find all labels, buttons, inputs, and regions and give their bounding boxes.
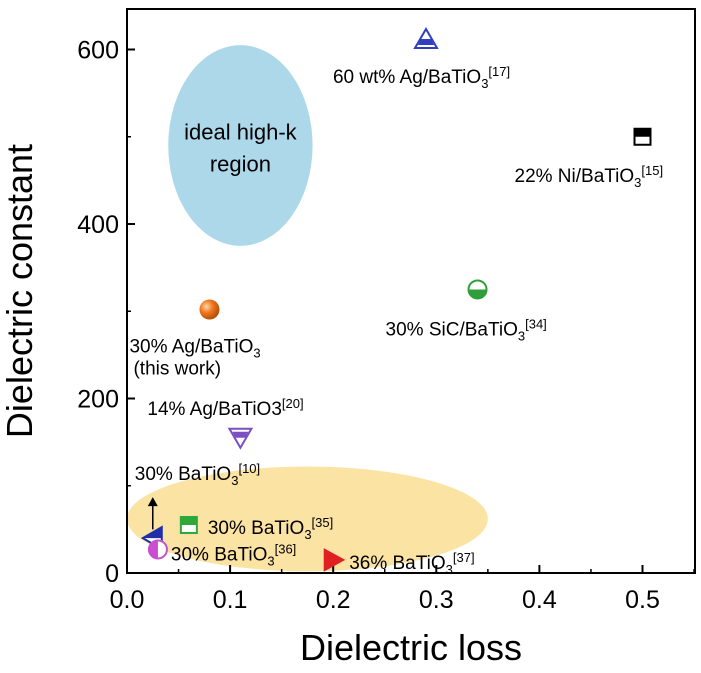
- data-point: [413, 27, 439, 50]
- data-point: [199, 299, 220, 320]
- point-label-text: 22% Ni/BaTiO: [515, 166, 635, 187]
- x-axis-title: Dielectric loss: [300, 627, 522, 668]
- point-label-text: 30% SiC/BaTiO: [386, 319, 518, 340]
- reference-superscript: [35]: [312, 515, 334, 530]
- arrow-head: [147, 497, 158, 507]
- point-label-text: 30% BaTiO: [208, 518, 304, 539]
- circle-fill: [468, 289, 487, 299]
- point-label: 30% Ag/BaTiO3: [129, 337, 260, 361]
- point-label: 60 wt% Ag/BaTiO3[17]: [333, 64, 510, 91]
- point-label: 30% SiC/BaTiO3[34]: [386, 316, 547, 343]
- point-label: 30% BaTiO3[36]: [171, 541, 296, 568]
- point-labels-layer: 60 wt% Ag/BaTiO3[17]22% Ni/BaTiO3[15]30%…: [129, 64, 663, 577]
- subscript-3: 3: [518, 328, 525, 343]
- x-tick-label: 0.2: [316, 586, 351, 614]
- x-tick-label: 0.3: [419, 586, 454, 614]
- point-label: 30% BaTiO3[35]: [208, 515, 333, 542]
- point-label-text: 60 wt% Ag/BaTiO: [333, 67, 481, 88]
- reference-superscript: [37]: [453, 550, 475, 565]
- subscript-3: 3: [446, 562, 453, 577]
- y-tick-label: 0: [105, 560, 119, 588]
- low-loss-region: [126, 466, 488, 572]
- region-label-line2: region: [210, 151, 271, 176]
- reference-superscript: [10]: [238, 461, 260, 476]
- regions-layer: [126, 45, 488, 572]
- y-ticks: 0 200 400 600: [77, 37, 135, 588]
- plot-frame: [126, 8, 696, 574]
- point-label-text: 14% Ag/BaTiO3: [147, 399, 281, 420]
- point-label: 30% BaTiO3[10]: [135, 461, 260, 488]
- triangle-right-marker: [323, 548, 346, 572]
- points-layer: [140, 27, 652, 572]
- square-fill: [634, 128, 651, 137]
- triangle-fill: [232, 431, 249, 438]
- data-point: [147, 539, 168, 560]
- reference-superscript: [20]: [282, 396, 304, 411]
- subscript-3: 3: [253, 346, 260, 361]
- y-tick-label: 200: [77, 386, 119, 414]
- data-point: [227, 427, 254, 450]
- triangle-down-marker: [227, 427, 254, 450]
- ideal-high-k-region: [168, 45, 313, 246]
- x-ticks: 0.0 0.1 0.2 0.3 0.4 0.5: [110, 565, 695, 614]
- subscript-3: 3: [267, 553, 274, 568]
- point-label: 22% Ni/BaTiO3[15]: [515, 163, 664, 190]
- x-tick-label: 0.5: [625, 586, 660, 614]
- point-label: 36% BaTiO3[37]: [349, 550, 474, 577]
- circle-fill: [148, 540, 158, 559]
- y-tick-label: 600: [77, 37, 119, 65]
- subscript-3: 3: [634, 175, 641, 190]
- triangle-up-marker: [413, 27, 439, 50]
- data-point: [467, 279, 488, 300]
- point-label-text: 30% BaTiO: [135, 464, 231, 485]
- sphere-marker: [199, 299, 220, 320]
- reference-superscript: [17]: [488, 64, 510, 79]
- x-tick-label: 0.1: [213, 586, 248, 614]
- point-label-text: 30% Ag/BaTiO: [129, 337, 253, 358]
- region-label-line1: ideal high-k: [184, 119, 298, 144]
- triangle-fill: [142, 527, 162, 539]
- triangle-fill: [417, 39, 434, 46]
- data-point: [633, 127, 652, 146]
- subscript-3: 3: [481, 76, 488, 91]
- square-fill: [180, 517, 197, 526]
- reference-superscript: [34]: [525, 316, 547, 331]
- point-label: 14% Ag/BaTiO3[20]: [147, 396, 303, 420]
- point-label-line2: (this work): [133, 359, 221, 380]
- x-tick-label: 0.0: [110, 586, 145, 614]
- point-label-text: 30% BaTiO: [171, 544, 267, 565]
- y-tick-label: 400: [77, 211, 119, 239]
- subscript-3: 3: [231, 473, 238, 488]
- x-tick-label: 0.4: [522, 586, 557, 614]
- data-point: [179, 516, 198, 535]
- reference-superscript: [15]: [641, 163, 663, 178]
- reference-superscript: [36]: [275, 541, 297, 556]
- data-point: [323, 548, 346, 572]
- subscript-3: 3: [304, 527, 311, 542]
- point-label-text: 36% BaTiO: [349, 553, 445, 574]
- y-axis-title: Dielectric constant: [0, 144, 40, 438]
- annotations-layer: [147, 497, 158, 530]
